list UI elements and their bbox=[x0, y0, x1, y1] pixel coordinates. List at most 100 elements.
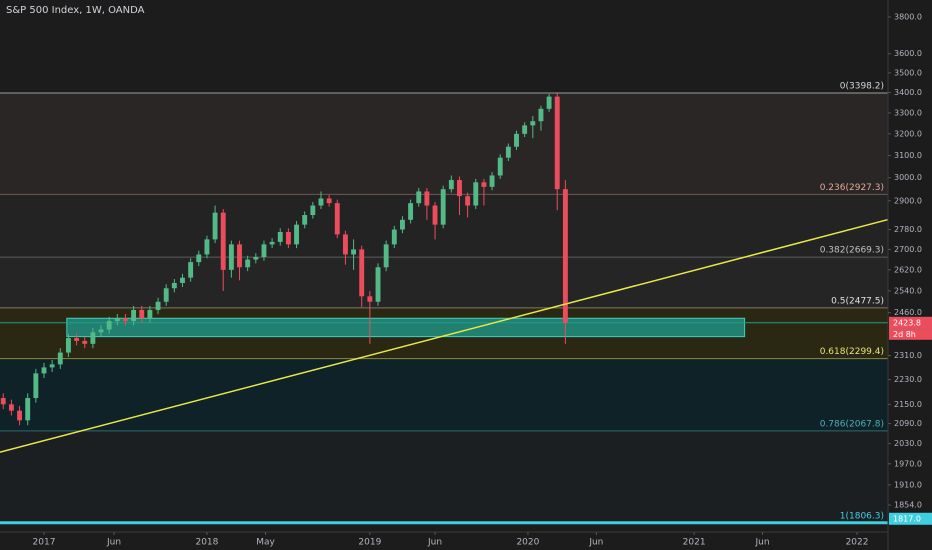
candle-body bbox=[530, 121, 536, 126]
candle-body bbox=[245, 259, 251, 268]
countdown: 2d 8h bbox=[893, 330, 916, 339]
chart-title: S&P 500 Index, 1W, OANDA bbox=[6, 5, 145, 16]
candle-body bbox=[237, 244, 242, 268]
x-tick-label: 2019 bbox=[358, 538, 381, 548]
candle-body bbox=[408, 203, 414, 220]
countdown-bg bbox=[889, 328, 932, 340]
x-tick-label: 2022 bbox=[846, 538, 869, 548]
candle-body bbox=[505, 146, 511, 158]
y-tick-label: 2540.0 bbox=[894, 286, 922, 295]
candle-body bbox=[334, 203, 340, 235]
y-tick-label: 2090.0 bbox=[894, 419, 922, 428]
candle-body bbox=[171, 282, 177, 289]
candle-body bbox=[351, 249, 357, 255]
candle-body bbox=[359, 249, 365, 297]
y-tick-label: 3400.0 bbox=[894, 88, 922, 97]
candle-body bbox=[342, 234, 348, 255]
candle-body bbox=[90, 332, 96, 344]
candle-body bbox=[220, 212, 226, 270]
fib-label: 0.618(2299.4) bbox=[820, 347, 884, 357]
y-tick-label: 2900.0 bbox=[894, 196, 922, 205]
y-tick-label: 2700.0 bbox=[894, 245, 922, 254]
y-tick-label: 2230.0 bbox=[894, 375, 922, 384]
fib-label: 0.382(2669.3) bbox=[820, 246, 884, 256]
price-tag: 1817.0 bbox=[893, 514, 921, 523]
x-tick-label: Jun bbox=[755, 538, 770, 548]
candle-body bbox=[400, 219, 405, 230]
y-tick-label: 1970.0 bbox=[894, 459, 922, 468]
x-tick-label: May bbox=[256, 538, 275, 548]
candle-body bbox=[82, 340, 88, 344]
candle-body bbox=[277, 231, 283, 242]
candle-body bbox=[391, 229, 397, 245]
candle-body bbox=[98, 329, 104, 333]
candle-body bbox=[253, 256, 259, 260]
price-tag-bg bbox=[889, 512, 932, 525]
candle-body bbox=[375, 267, 381, 302]
candle-body bbox=[25, 398, 31, 421]
candle-body bbox=[261, 244, 267, 257]
y-tick-label: 3100.0 bbox=[894, 151, 922, 160]
x-tick-label: 2021 bbox=[683, 538, 706, 548]
candle-body bbox=[49, 364, 55, 368]
candle-body bbox=[367, 296, 373, 302]
last-price-tag-bg bbox=[889, 316, 932, 329]
candle-body bbox=[473, 182, 479, 206]
candle-body bbox=[74, 338, 80, 341]
candle-body bbox=[147, 309, 153, 319]
candle-body bbox=[465, 196, 471, 206]
fib-label: 1(1806.3) bbox=[840, 511, 884, 521]
candle-body bbox=[204, 239, 210, 255]
candle-body bbox=[457, 180, 462, 197]
y-tick-label: 3300.0 bbox=[894, 108, 922, 117]
candle-body bbox=[180, 277, 185, 283]
candle-body bbox=[562, 189, 568, 323]
candle-body bbox=[538, 108, 544, 122]
candle-body bbox=[285, 231, 291, 245]
candle-body bbox=[432, 205, 438, 225]
candle-body bbox=[448, 180, 454, 190]
candle-body bbox=[522, 125, 528, 134]
candle-body bbox=[106, 321, 112, 330]
candle-body bbox=[33, 373, 39, 399]
x-tick-label: 2020 bbox=[516, 538, 539, 548]
candle-body bbox=[497, 157, 503, 176]
y-tick-label: 3000.0 bbox=[894, 173, 922, 182]
trendline bbox=[0, 218, 889, 453]
candle-body bbox=[188, 262, 194, 278]
fib-label: 0.786(2067.8) bbox=[820, 419, 884, 429]
candle-body bbox=[424, 191, 430, 206]
candle-body bbox=[139, 309, 145, 319]
candle-body bbox=[65, 338, 71, 353]
y-tick-label: 2030.0 bbox=[894, 439, 922, 448]
fib-band bbox=[0, 92, 888, 195]
candle-body bbox=[383, 244, 389, 268]
candle-body bbox=[212, 212, 218, 240]
fib-label: 0.5(2477.5) bbox=[831, 296, 884, 306]
candle-body bbox=[228, 244, 234, 270]
y-tick-label: 2310.0 bbox=[894, 351, 922, 360]
candle-body bbox=[196, 254, 202, 263]
candle-body bbox=[131, 309, 137, 322]
candle-body bbox=[416, 191, 422, 204]
x-tick-label: 2018 bbox=[195, 538, 218, 548]
y-tick-label: 1854.0 bbox=[894, 501, 922, 510]
candle-body bbox=[57, 352, 63, 365]
candle-body bbox=[489, 175, 495, 187]
candle-body bbox=[0, 398, 6, 405]
candle-body bbox=[114, 318, 120, 322]
candle-body bbox=[294, 224, 299, 245]
zone bbox=[66, 317, 746, 338]
fib-label: 0.236(2927.3) bbox=[820, 183, 884, 193]
candle-body bbox=[481, 182, 487, 187]
x-tick-label: Jun bbox=[588, 538, 603, 548]
x-tick-label: 2017 bbox=[33, 538, 56, 548]
fib-band bbox=[0, 257, 888, 308]
fib-band bbox=[0, 358, 888, 431]
candle-body bbox=[17, 410, 22, 421]
candle-body bbox=[155, 301, 161, 310]
x-tick-label: Jun bbox=[427, 538, 442, 548]
candle-body bbox=[41, 367, 47, 374]
candle-body bbox=[514, 133, 519, 147]
